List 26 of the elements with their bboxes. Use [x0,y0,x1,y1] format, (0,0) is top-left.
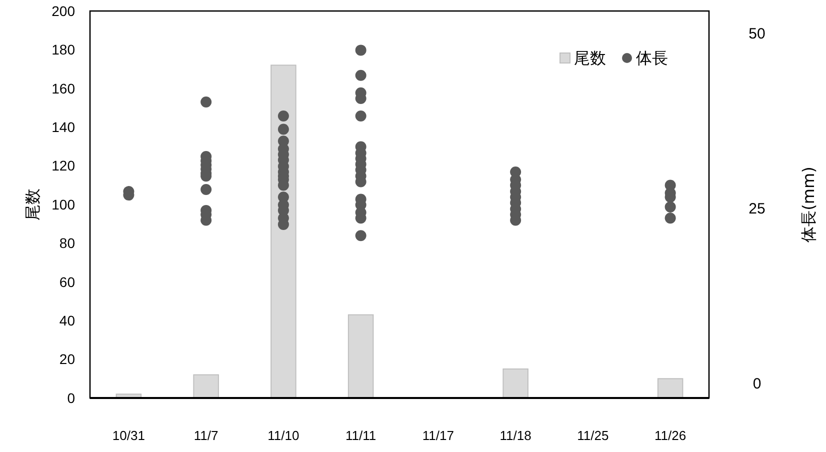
y2-tick-label: 25 [748,200,766,218]
x-tick-label: 11/17 [422,428,454,443]
x-tick-label: 11/11 [346,428,376,443]
legend-label: 体長 [636,48,668,68]
y-tick-label: 180 [52,42,76,58]
y-tick-label: 40 [59,312,76,328]
x-tick-label: 10/31 [112,428,145,443]
y-tick-label: 200 [52,2,76,19]
y-tick-label: 20 [59,351,76,368]
x-tick-label: 11/7 [194,428,218,443]
y-tick-label: 80 [59,235,76,252]
y-axis-title: 尾数 [23,188,42,220]
y-tick-label: 160 [52,80,76,96]
x-tick-label: 11/18 [500,428,532,443]
x-tick-label: 11/25 [577,428,609,443]
y-tick-label: 120 [52,158,76,174]
y-tick-label: 100 [52,196,76,212]
y2-tick-label: 0 [752,376,762,393]
y2-tick-label: 50 [748,26,766,43]
x-tick-label: 11/10 [268,428,300,443]
legend-label: 尾数 [574,48,606,68]
x-tick-label: 11/26 [654,428,686,443]
y2-axis-title: 体長(mm) [799,166,818,242]
y-tick-label: 140 [52,119,76,135]
y-tick-label: 0 [67,390,76,406]
y-tick-label: 60 [59,274,76,290]
